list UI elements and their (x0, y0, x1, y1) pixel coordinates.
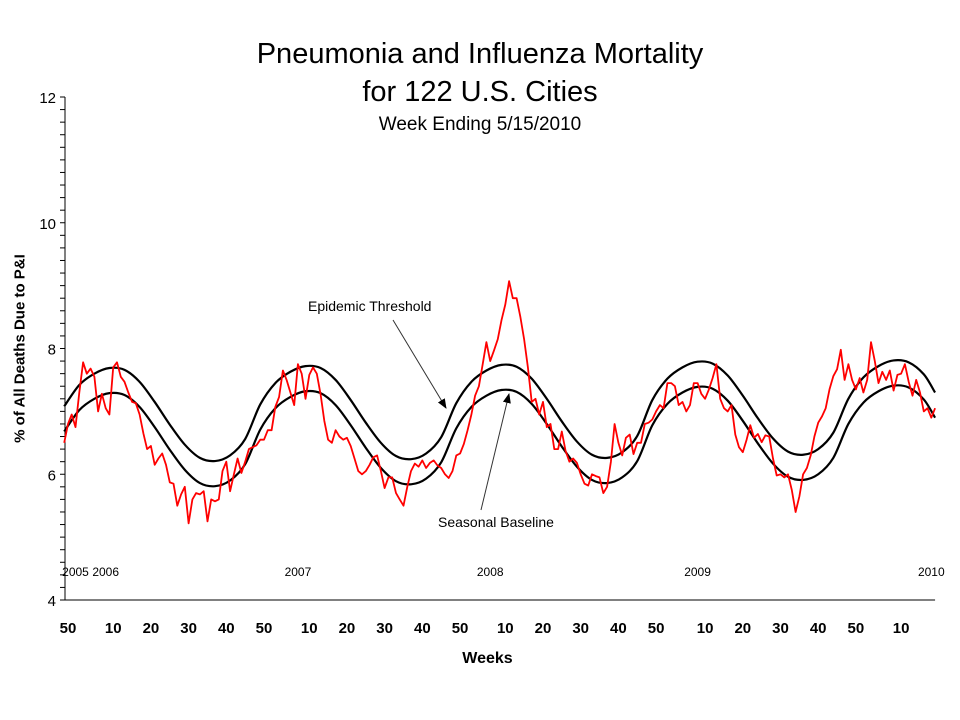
x-tick-label: 30 (572, 620, 589, 637)
x-tick-label: 20 (535, 620, 552, 637)
x-tick-label: 10 (301, 620, 318, 637)
x-tick-label: 50 (648, 620, 665, 637)
x-tick-label: 30 (376, 620, 393, 637)
year-label: 2009 (684, 565, 711, 579)
x-tick-label: 30 (180, 620, 197, 637)
chart-subtitle: Week Ending 5/15/2010 (378, 114, 582, 135)
x-tick-label: 40 (810, 620, 827, 637)
threshold-arrow (392, 319, 447, 409)
x-tick-label: 20 (734, 620, 751, 637)
x-tick-label: 10 (893, 620, 910, 637)
x-tick-label: 50 (256, 620, 273, 637)
x-tick-label: 50 (848, 620, 865, 637)
x-tick-label: 40 (218, 620, 235, 637)
baseline-annotation: Seasonal Baseline (438, 514, 554, 530)
chart-title-line2: for 122 U.S. Cities (362, 76, 598, 108)
x-tick-label: 40 (610, 620, 627, 637)
x-tick-label: 40 (414, 620, 431, 637)
baseline-arrow (480, 393, 511, 511)
year-label: 2008 (477, 565, 504, 579)
x-tick-label: 30 (772, 620, 789, 637)
y-tick-label: 12 (39, 90, 56, 107)
x-axis-label: Weeks (462, 650, 513, 667)
x-tick-label: 50 (452, 620, 469, 637)
y-tick-label: 10 (39, 216, 56, 233)
threshold-annotation: Epidemic Threshold (308, 298, 431, 314)
seasonal-baseline-line (63, 384, 937, 488)
epidemic-threshold-line (63, 359, 937, 463)
chart-title: Pneumonia and Influenza Mortality (256, 38, 704, 70)
x-tick-label: 10 (497, 620, 514, 637)
year-label: 2005 (62, 565, 89, 579)
year-label: 2010 (918, 565, 945, 579)
x-tick-label: 20 (339, 620, 356, 637)
y-tick-label: 6 (48, 467, 56, 484)
y-tick-label: 8 (48, 342, 56, 359)
y-tick-label: 4 (48, 593, 56, 610)
x-tick-label: 20 (143, 620, 160, 637)
x-tick-label: 10 (697, 620, 714, 637)
x-tick-label: 50 (60, 620, 77, 637)
x-tick-label: 10 (105, 620, 122, 637)
year-label: 2006 (92, 565, 119, 579)
year-label: 2007 (285, 565, 312, 579)
pi-mortality-line (63, 280, 936, 525)
